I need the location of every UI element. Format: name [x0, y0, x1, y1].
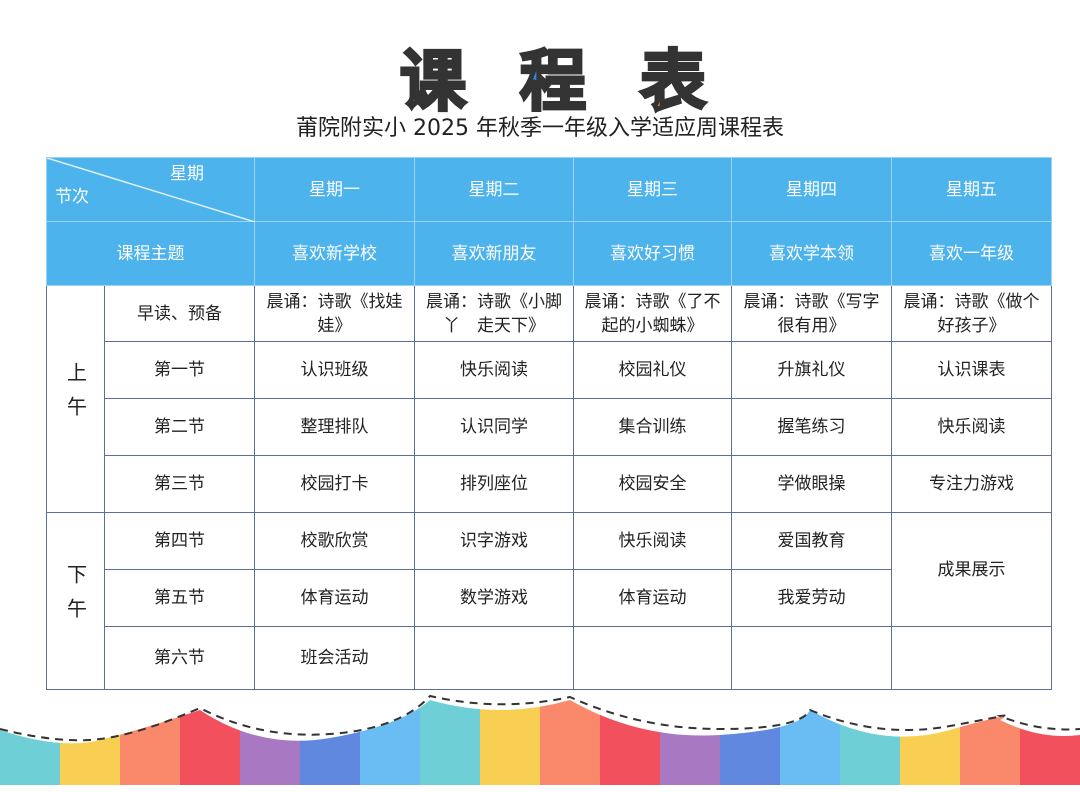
class-cell: 爱国教育 — [731, 512, 892, 570]
schedule-table: 星期 节次 星期一 星期二 星期三 星期四 星期五 课程主题 喜欢新学校 喜欢新… — [46, 157, 1052, 690]
class-cell: 体育运动 — [573, 569, 732, 627]
theme-cell: 喜欢好习惯 — [573, 221, 732, 286]
class-cell: 握笔练习 — [731, 398, 892, 456]
corner-period-label: 节次 — [55, 187, 89, 207]
table-row: 下午 第四节 校歌欣赏 识字游戏 快乐阅读 爱国教育 成果展示 — [46, 512, 1052, 690]
class-cell: 学做眼操 — [731, 455, 892, 513]
class-cell: 校歌欣赏 — [254, 512, 415, 570]
class-cell — [573, 626, 732, 690]
morning-label: 上午 — [46, 285, 105, 513]
class-cell: 晨诵：诗歌《找娃娃》 — [254, 285, 415, 342]
period-label: 第二节 — [104, 398, 255, 456]
class-cell: 数学游戏 — [414, 569, 574, 627]
class-cell: 校园礼仪 — [573, 341, 732, 399]
theme-cell: 喜欢一年级 — [891, 221, 1052, 286]
logo-char: 表 — [639, 42, 708, 122]
day-header-row: 星期 节次 星期一 星期二 星期三 星期四 星期五 — [46, 157, 1052, 222]
corner-cell: 星期 节次 — [46, 157, 255, 222]
class-cell — [414, 626, 574, 690]
theme-cell: 喜欢新朋友 — [414, 221, 574, 286]
theme-row: 课程主题 喜欢新学校 喜欢新朋友 喜欢好习惯 喜欢学本领 喜欢一年级 — [46, 221, 1052, 286]
table-row: 上午 早读、预备 晨诵：诗歌《找娃娃》 晨诵：诗歌《小脚丫 走天下》 晨诵：诗歌… — [46, 285, 1052, 513]
period-label: 第四节 — [104, 512, 255, 570]
class-cell: 认识同学 — [414, 398, 574, 456]
class-cell: 校园安全 — [573, 455, 732, 513]
logo-char: 程 — [519, 42, 588, 122]
class-cell: 集合训练 — [573, 398, 732, 456]
table-row: 第三节 校园打卡 排列座位 校园安全 学做眼操 专注力游戏 — [47, 455, 1052, 513]
class-cell: 我爱劳动 — [731, 569, 892, 627]
class-cell: 晨诵：诗歌《写字很有用》 — [731, 285, 892, 342]
class-cell: 专注力游戏 — [891, 455, 1052, 513]
class-cell: 快乐阅读 — [891, 398, 1052, 456]
friday-merged-cell: 成果展示 — [891, 512, 1052, 627]
logo-char: 课 — [399, 42, 468, 122]
class-cell: 校园打卡 — [254, 455, 415, 513]
class-cell: 整理排队 — [254, 398, 415, 456]
afternoon-label: 下午 — [46, 512, 105, 690]
class-cell: 快乐阅读 — [414, 341, 574, 399]
class-cell: 体育运动 — [254, 569, 415, 627]
class-cell: 晨诵：诗歌《小脚丫 走天下》 — [414, 285, 574, 342]
day-header: 星期四 — [731, 157, 892, 222]
class-cell: 排列座位 — [414, 455, 574, 513]
table-row: 第二节 整理排队 认识同学 集合训练 握笔练习 快乐阅读 — [47, 398, 1052, 456]
class-cell — [731, 626, 892, 690]
table-row: 第一节 认识班级 快乐阅读 校园礼仪 升旗礼仪 认识课表 — [47, 341, 1052, 399]
theme-cell: 喜欢新学校 — [254, 221, 415, 286]
class-cell: 快乐阅读 — [573, 512, 732, 570]
class-cell: 晨诵：诗歌《做个好孩子》 — [891, 285, 1052, 342]
logo-title: 课 程 表 — [399, 28, 730, 122]
day-header: 星期五 — [891, 157, 1052, 222]
class-cell: 认识班级 — [254, 341, 415, 399]
class-cell — [891, 626, 1052, 690]
class-cell: 识字游戏 — [414, 512, 574, 570]
class-cell: 认识课表 — [891, 341, 1052, 399]
class-cell: 班会活动 — [254, 626, 415, 690]
corner-day-label: 星期 — [170, 164, 204, 184]
period-label: 第五节 — [104, 569, 255, 627]
rainbow-stripe-decoration — [0, 690, 1080, 785]
theme-cell: 喜欢学本领 — [731, 221, 892, 286]
day-header: 星期三 — [573, 157, 732, 222]
theme-label: 课程主题 — [46, 221, 255, 286]
day-header: 星期二 — [414, 157, 574, 222]
class-cell: 升旗礼仪 — [731, 341, 892, 399]
class-cell: 晨诵：诗歌《了不起的小蜘蛛》 — [573, 285, 732, 342]
table-row: 第六节 班会活动 — [47, 626, 1052, 690]
day-header: 星期一 — [254, 157, 415, 222]
page-title: 莆院附实小 2025 年秋季一年级入学适应周课程表 — [296, 116, 784, 141]
period-label: 第一节 — [104, 341, 255, 399]
period-label: 早读、预备 — [104, 285, 255, 342]
period-label: 第三节 — [104, 455, 255, 513]
period-label: 第六节 — [104, 626, 255, 690]
